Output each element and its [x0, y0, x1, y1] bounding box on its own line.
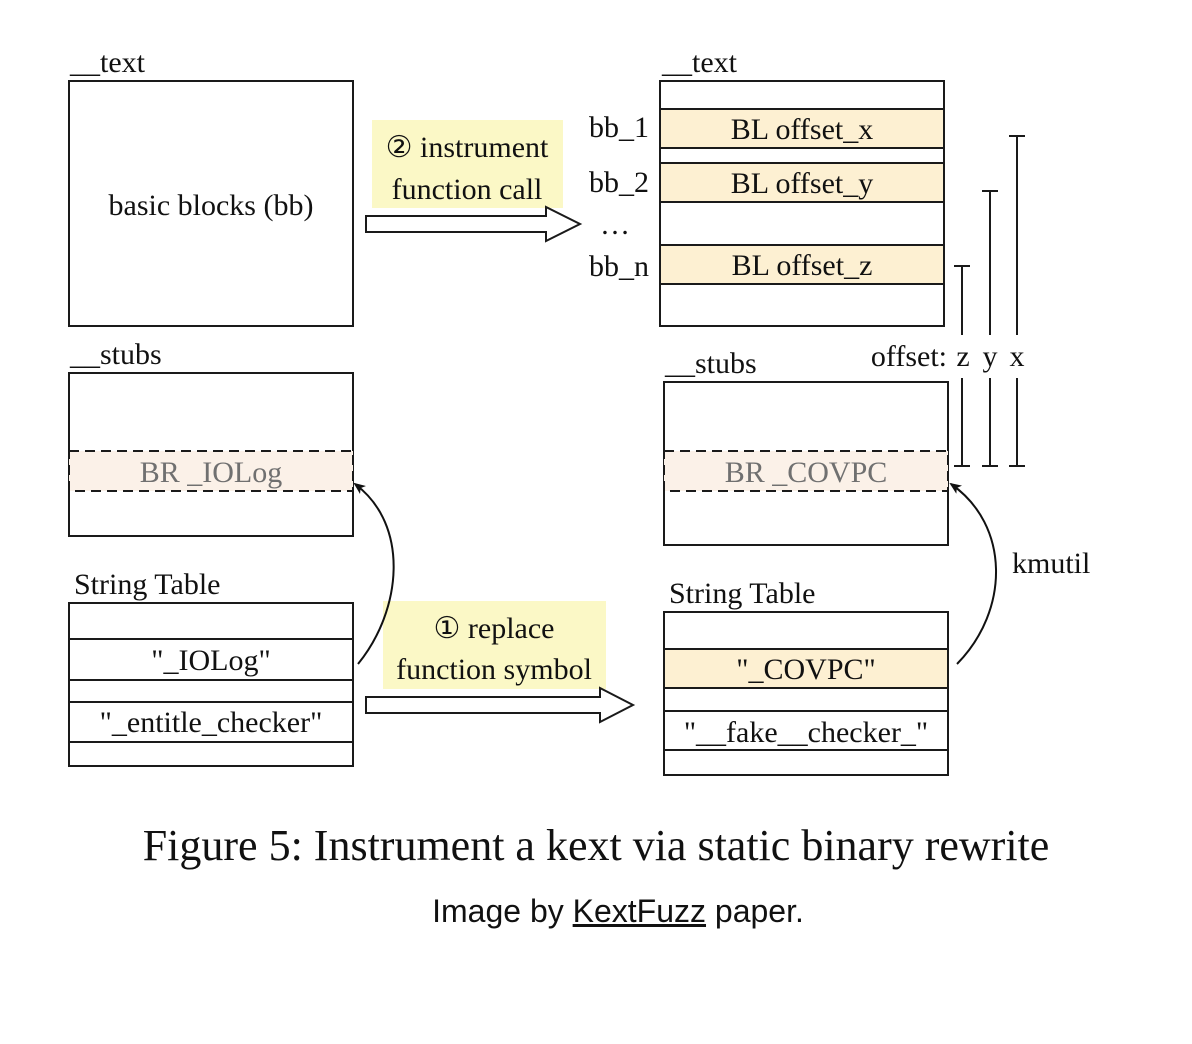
right-stubs-title: __stubs — [664, 347, 757, 380]
left-stubs-title: __stubs — [69, 338, 162, 371]
step-instrument-highlight — [372, 120, 563, 208]
figure-caption: Figure 5: Instrument a kext via static b… — [142, 821, 1050, 870]
left-text-title: __text — [69, 46, 146, 79]
right-text-section: __text BL offset_x bb_1 BL offset_y bb_2… — [589, 46, 945, 327]
offset-label: offset: — [871, 340, 947, 373]
right-string-table-title: String Table — [669, 577, 816, 610]
right-string-row-covpc: "_COVPC" — [736, 653, 876, 686]
left-stub-entry — [68, 450, 354, 492]
step-replace-highlight — [383, 601, 606, 689]
image-credit: Image by KextFuzz paper. — [0, 893, 1192, 930]
left-stub-entry-label: BR _IOLog — [140, 456, 283, 489]
bb1-instruction: BL offset_x — [731, 113, 874, 146]
bbn-instruction: BL offset_z — [732, 249, 873, 282]
left-string-table: String Table "_IOLog" "_entitle_checker" — [68, 568, 354, 767]
offset-brackets — [954, 135, 1025, 467]
right-stub-entry-label: BR _COVPC — [725, 456, 888, 489]
left-stubs-section: __stubs BR _IOLog — [68, 338, 354, 537]
step-replace-line2: function symbol — [396, 653, 592, 686]
offset-y-label: y — [983, 340, 998, 373]
step-instrument-line1: ② instrument — [386, 131, 549, 164]
step-replace-line1: ① replace — [434, 612, 555, 645]
right-text-title: __text — [661, 46, 738, 79]
bb1-block — [659, 108, 945, 149]
left-string-row-iolog: "_IOLog" — [151, 644, 270, 677]
bb2-instruction: BL offset_y — [731, 167, 874, 200]
step-replace: ① replace function symbol — [365, 601, 636, 724]
right-string-row-fake-checker: "__fake__checker_" — [684, 716, 928, 749]
right-string-row-covpc-bg — [663, 648, 949, 689]
step-instrument-line2: function call — [392, 173, 543, 206]
kmutil-label: kmutil — [1012, 547, 1090, 580]
bb-ellipsis: … — [600, 208, 630, 241]
left-string-table-title: String Table — [74, 568, 221, 601]
step-instrument: ② instrument function call — [365, 120, 583, 243]
left-string-row-entitle-checker: "_entitle_checker" — [100, 706, 323, 739]
right-stubs-section: __stubs BR _COVPC — [663, 347, 949, 546]
right-stub-entry — [663, 450, 949, 492]
offset-x-label: x — [1010, 340, 1025, 373]
left-string-table-box — [68, 602, 354, 767]
kmutil-link-arrow — [949, 482, 997, 665]
bb1-label: bb_1 — [589, 111, 649, 144]
bbn-block — [659, 244, 945, 285]
iolog-link-arrow — [353, 482, 395, 665]
bb2-label: bb_2 — [589, 166, 649, 199]
kextfuzz-link[interactable]: KextFuzz — [572, 893, 707, 929]
basic-blocks-label: basic blocks (bb) — [109, 189, 314, 222]
right-string-table: String Table "_COVPC" "__fake__checker_" — [663, 577, 949, 776]
right-string-table-box — [663, 611, 949, 776]
instrument-arrow — [365, 205, 583, 243]
left-text-box — [68, 80, 354, 327]
left-text-section: __text basic blocks (bb) — [68, 46, 354, 327]
replace-arrow — [365, 686, 636, 724]
bb2-block — [659, 162, 945, 203]
offset-z-label: z — [956, 340, 969, 373]
bbn-label: bb_n — [589, 250, 649, 283]
credit-suffix: paper. — [714, 893, 804, 929]
credit-prefix: Image by — [432, 893, 564, 929]
